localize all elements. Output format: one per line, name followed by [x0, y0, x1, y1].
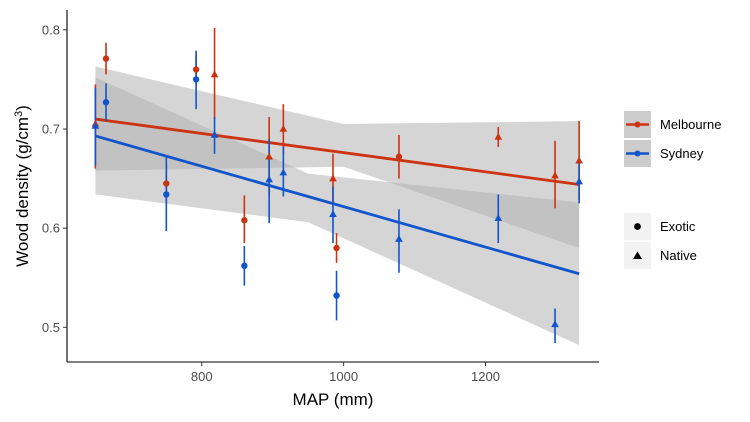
legend-origin: Exotic Native: [624, 213, 697, 269]
point-sydney-9: [333, 292, 340, 299]
legend-label-sydney: Sydney: [660, 146, 704, 161]
point-sydney-7: [279, 168, 288, 176]
legend-city: Melbourne Sydney: [624, 111, 721, 167]
point-melbourne-7: [279, 124, 288, 132]
point-sydney-10: [395, 234, 403, 242]
y-axis-title: Wood density (g/cm3): [13, 105, 32, 267]
point-melbourne-9: [333, 244, 340, 252]
x-tick-label-800: 800: [191, 369, 213, 384]
y-axis-title-main: Wood density (g/cm: [13, 117, 32, 267]
point-melbourne-12: [551, 171, 559, 179]
y-tick-label-0.8: 0.8: [42, 22, 60, 37]
point-melbourne-1: [102, 55, 110, 62]
x-tick-label-1200: 1200: [471, 369, 500, 384]
axes: [66, 10, 599, 363]
point-sydney-1: [102, 99, 110, 106]
y-tick-label-0.5: 0.5: [42, 320, 60, 335]
point-melbourne-3: [192, 66, 200, 73]
point-sydney-13: [575, 177, 583, 185]
point-sydney-12: [551, 320, 559, 328]
point-melbourne-10: [395, 153, 403, 160]
legend-marker-exotic: [634, 223, 641, 230]
point-melbourne-2: [163, 180, 170, 187]
confidence-bands: [95, 66, 580, 346]
legend-dot-melbourne: [634, 121, 641, 128]
axis-ticks: 800 1000 1200 0.5 0.6 0.7 0.8: [42, 22, 500, 384]
fit-line-sydney: [94, 134, 580, 276]
y-axis-title-suffix: ): [13, 105, 32, 111]
y-tick-label-0.7: 0.7: [42, 121, 60, 136]
point-sydney-3: [192, 76, 200, 83]
point-melbourne-6: [265, 152, 273, 160]
point-sydney-4: [210, 130, 219, 138]
regression-lines: [94, 117, 580, 276]
point-melbourne-11: [494, 132, 503, 140]
legend-label-exotic: Exotic: [660, 219, 696, 234]
point-melbourne-4: [210, 70, 219, 78]
legend-marker-native: [633, 251, 642, 259]
point-sydney-0: [91, 121, 100, 129]
y-axis-title-superscript: 3: [13, 111, 25, 117]
point-sydney-2: [163, 191, 170, 198]
point-sydney-6: [265, 175, 273, 183]
confidence-band-sydney: [95, 77, 580, 346]
point-sydney-5: [241, 262, 248, 270]
point-melbourne-13: [575, 156, 583, 164]
legend-dot-sydney: [634, 150, 641, 157]
point-sydney-11: [494, 214, 503, 222]
point-melbourne-5: [241, 217, 248, 224]
x-axis-title: MAP (mm): [293, 390, 374, 409]
point-melbourne-8: [329, 174, 337, 182]
data-points: [91, 55, 583, 328]
x-tick-label-1000: 1000: [329, 369, 358, 384]
y-tick-label-0.6: 0.6: [42, 221, 60, 236]
legend-label-native: Native: [660, 248, 697, 263]
fit-line-melbourne: [95, 117, 580, 186]
legend-label-melbourne: Melbourne: [660, 117, 721, 132]
point-sydney-8: [329, 210, 337, 218]
